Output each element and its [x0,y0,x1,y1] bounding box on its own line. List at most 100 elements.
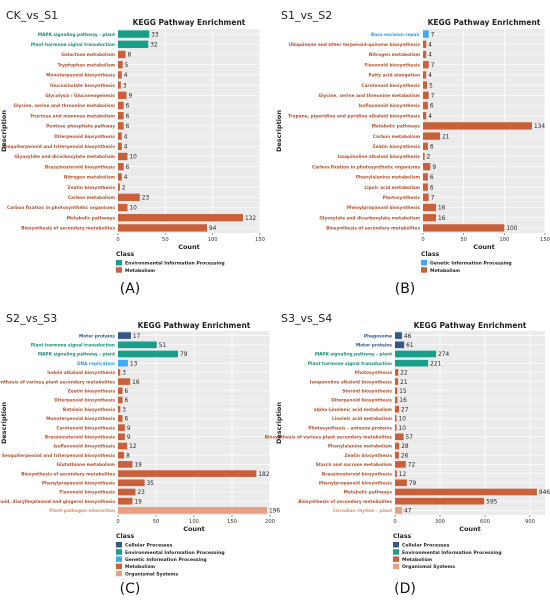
category-label: Brassinosteroid biosynthesis [45,435,116,441]
x-tick-label: 150 [227,519,237,525]
bar-value-label: 16 [438,216,446,222]
bar [423,193,429,201]
bar [118,112,124,120]
bar-value-label: 7 [431,196,435,202]
bar [118,173,122,181]
bar-value-label: 6 [430,145,434,151]
bar [423,81,428,89]
bar [423,214,437,222]
bar-value-label: 3 [122,407,126,413]
bar-value-label: 6 [126,165,130,171]
bar-value-label: 6 [430,175,434,181]
legend-swatch [116,542,122,548]
bar-value-label: 9 [432,165,436,171]
bar [118,442,128,450]
x-tick-label: 300 [435,519,445,525]
chart-panel-2: S1_vs_S2 KEGG Pathway Enrichment 7 Base exc… [275,9,550,297]
bar [395,479,407,487]
bar-value-label: 196 [269,509,280,515]
x-tick-label: 100 [499,237,509,243]
bar-value-label: 2 [427,155,431,161]
category-label: Brassinosteroid biosynthesis [322,471,393,477]
bar [423,203,437,212]
bar-value-label: 134 [534,124,545,130]
legend-entry: Environmental Information Processing [125,550,225,556]
category-label: Galactose metabolism [61,52,115,58]
bar-value-label: 4 [124,134,128,140]
panel-label: (D) [394,581,416,597]
bar [118,470,257,477]
x-tick-label: 150 [540,237,550,243]
category-label: Sesquiterpenoid and triterpenoid biosynt… [2,144,116,150]
bar [423,91,429,99]
bar [395,350,437,358]
category-label: Glycolysis / Gluconeogenesis [45,93,115,99]
bar [118,461,133,468]
category-label: Isoquinoline alkaloid biosynthesis [338,154,421,160]
bar-value-label: 51 [159,343,167,349]
category-label: Carotenoid biosynthesis [361,83,420,89]
category-label: Motor proteins [356,343,392,349]
bar [395,488,537,496]
category-label: Motor proteins [79,333,115,339]
legend-entry: Environmental Information Processing [125,261,225,267]
bar [118,396,123,404]
category-label: Nitrogen metabolism [64,175,116,181]
bar [118,341,157,349]
category-label: Carbon metabolism [68,195,116,201]
bar-value-label: 9 [127,435,131,441]
bar [395,405,400,413]
legend-swatch [393,556,399,562]
bar [423,101,428,110]
bar-value-label: 17 [133,334,141,340]
bar-value-label: 61 [406,343,414,349]
bar-value-label: 33 [151,32,159,38]
bar [395,378,399,385]
bar-value-label: 4 [124,145,128,151]
bar-value-label: 19 [134,499,142,505]
bar-value-label: 22 [400,371,408,377]
bar-value-label: 6 [126,124,130,130]
bar-value-label: 3 [123,83,127,89]
x-tick-label: 50 [153,519,160,525]
chart-panel-3: S2_vs_S3 KEGG Pathway Enrichment 17 Motor p… [0,312,280,597]
category-label: Nitrogen metabolism [369,52,421,58]
category-label: Photosynthesis [383,195,421,201]
x-tick-label: 0 [116,519,119,525]
bar [423,183,428,191]
category-label: Isoflavonoid biosynthesis [53,444,115,450]
panel-comparison-title: S1_vs_S2 [281,9,332,22]
chart-title: KEGG Pathway Enrichment [414,321,527,330]
bar-value-label: 4 [428,53,432,59]
legend-entry: Genetic Information Processing [430,261,512,267]
bar-value-label: 946 [539,490,550,496]
y-axis-label: Description [275,402,283,444]
category-label: Phenylpropanoid biosynthesis [42,481,116,487]
bar-value-label: 32 [150,43,158,49]
bar-value-label: 13 [130,361,138,367]
bar [395,341,405,349]
bar-value-label: 4 [124,175,128,181]
plot-background [395,331,545,515]
bar-value-label: 28 [401,444,409,450]
bar [118,183,120,191]
bar-value-label: 2 [122,185,126,191]
x-tick-label: 50 [162,237,169,243]
category-label: Biosynthesis of various plant secondary … [0,379,115,385]
bar [118,497,133,505]
category-label: Betalain biosynthesis [63,407,116,413]
bar [118,30,150,38]
panel-comparison-title: S3_vs_S4 [281,312,332,325]
bar [118,193,140,201]
bar-value-label: 12 [129,444,137,450]
category-label: Base excision repair [371,32,421,38]
bar [118,142,122,150]
bar [395,433,404,441]
category-label: Phagosome [364,333,392,339]
bar-value-label: 26 [401,453,409,459]
bar [118,387,123,395]
category-label: Diterpenoid biosynthesis [54,134,115,140]
bar-value-label: 12 [399,472,407,478]
legend-swatch [421,267,427,273]
bar [395,451,399,459]
